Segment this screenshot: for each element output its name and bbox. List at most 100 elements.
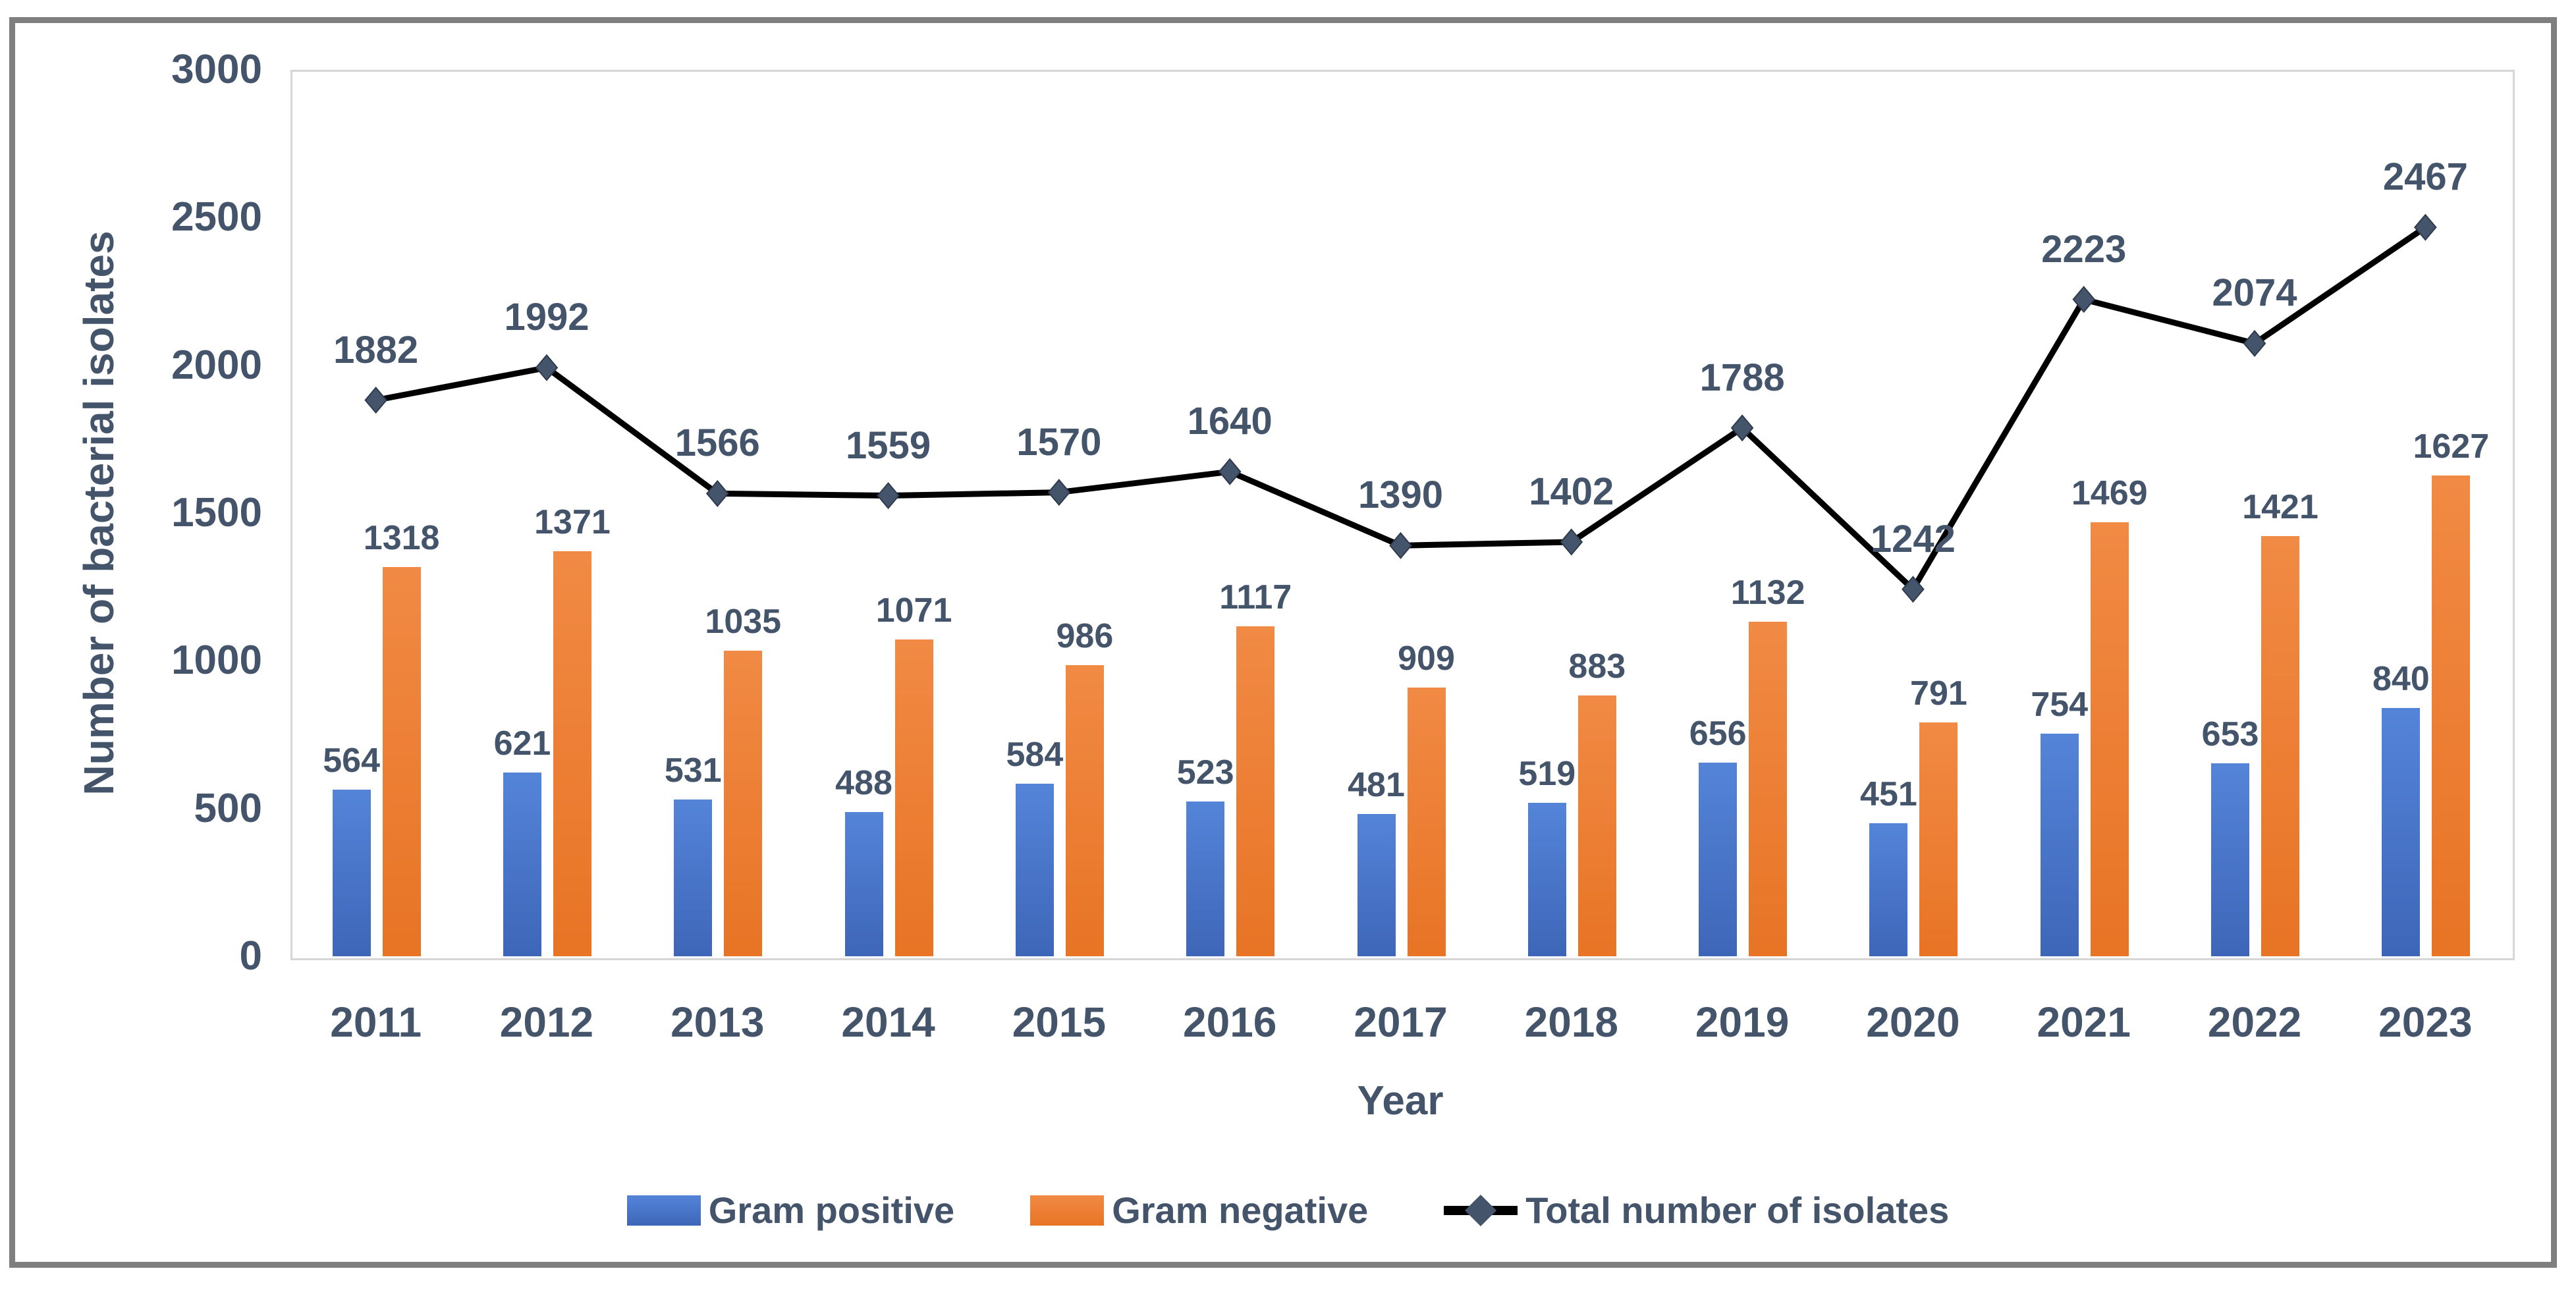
bar-gram-negative-value-label: 1421 (2242, 488, 2318, 527)
total-value-label: 2467 (2382, 155, 2468, 199)
bar-gram-negative (1919, 722, 1958, 956)
total-value-label: 1402 (1529, 470, 1614, 513)
total-value-label: 2223 (2041, 227, 2127, 271)
bar-gram-positive-value-label: 584 (1006, 735, 1064, 774)
legend-item-total: Total number of isolates (1444, 1187, 1949, 1234)
bar-gram-negative-value-label: 1132 (1730, 574, 1805, 612)
bar-gram-positive (1357, 814, 1396, 956)
bar-gram-positive (332, 789, 371, 956)
legend-label-gram-negative: Gram negative (1112, 1189, 1369, 1231)
legend-label-total: Total number of isolates (1525, 1189, 1950, 1231)
bar-gram-positive (503, 773, 541, 956)
y-tick-label: 2000 (171, 342, 262, 388)
bar-gram-positive (1527, 803, 1566, 956)
line-marker-diamond (535, 354, 559, 381)
bar-gram-positive-value-label: 621 (493, 724, 551, 763)
legend-item-gram-positive: Gram positive (626, 1187, 955, 1234)
line-marker-diamond (364, 387, 387, 414)
line-marker-diamond (705, 479, 729, 507)
line-marker-diamond (1902, 576, 1925, 603)
bar-gram-positive (1015, 783, 1054, 956)
bar-gram-positive-value-label: 656 (1689, 714, 1747, 753)
total-line-marker-icon (1444, 1194, 1518, 1227)
x-tick-label: 2015 (1012, 998, 1107, 1046)
y-tick-label: 2500 (171, 194, 262, 240)
bar-gram-positive-value-label: 451 (1860, 774, 1917, 813)
x-tick-label: 2011 (330, 998, 422, 1046)
y-tick-label: 1500 (171, 490, 262, 535)
bar-gram-positive (844, 812, 883, 956)
line-marker-diamond (1218, 458, 1242, 485)
bar-gram-negative-value-label: 1071 (875, 591, 952, 630)
bar-gram-negative (382, 566, 421, 956)
bar-gram-positive-value-label: 564 (323, 741, 381, 780)
bar-gram-positive-value-label: 840 (2372, 660, 2430, 699)
x-tick-label: 2012 (499, 998, 594, 1046)
bar-gram-positive-value-label: 754 (2031, 685, 2089, 724)
bar-gram-positive (2211, 763, 2250, 956)
x-tick-label: 2019 (1695, 998, 1790, 1046)
x-tick-label: 2023 (2378, 998, 2473, 1046)
line-marker-diamond (877, 481, 900, 510)
x-tick-label: 2021 (2037, 998, 2131, 1046)
total-value-label: 1570 (1016, 420, 1102, 464)
bar-gram-negative-value-label: 1117 (1219, 578, 1292, 616)
line-marker-diamond (1047, 479, 1071, 506)
gram-negative-swatch-icon (1030, 1195, 1105, 1226)
total-value-label: 1992 (504, 296, 589, 339)
line-marker-diamond (2072, 286, 2096, 313)
line-marker-diamond (1560, 528, 1583, 556)
bar-gram-negative (2261, 536, 2300, 956)
total-value-label: 1242 (1870, 517, 1956, 560)
total-value-label: 2074 (2212, 271, 2297, 315)
x-tick-label: 2017 (1354, 998, 1448, 1046)
legend-item-gram-negative: Gram negative (1030, 1187, 1368, 1234)
bar-gram-positive-value-label: 519 (1518, 755, 1576, 794)
line-marker-diamond (2414, 213, 2437, 241)
legend: Gram positive Gram negative Total number… (0, 1187, 2576, 1234)
bar-gram-negative-value-label: 1469 (2071, 474, 2148, 512)
bar-gram-negative (1407, 688, 1446, 956)
line-marker-diamond (1730, 414, 1754, 442)
bar-gram-positive (2382, 708, 2421, 956)
bar-gram-negative (1236, 626, 1275, 956)
bar-gram-positive (1186, 801, 1225, 956)
bar-gram-negative (553, 551, 591, 956)
bar-gram-negative-value-label: 1035 (705, 602, 782, 641)
bar-gram-negative-value-label: 1371 (534, 503, 611, 541)
total-value-label: 1559 (846, 423, 931, 467)
bar-gram-negative-value-label: 1318 (363, 518, 440, 557)
legend-label-gram-positive: Gram positive (708, 1189, 955, 1231)
bar-gram-positive-value-label: 523 (1176, 753, 1234, 792)
legend-diamond-icon (1465, 1194, 1497, 1227)
bar-gram-negative-value-label: 1627 (2413, 427, 2490, 466)
y-tick-label: 500 (194, 785, 262, 831)
bar-gram-negative-value-label: 909 (1398, 639, 1455, 678)
bar-gram-negative (1577, 695, 1616, 956)
y-tick-label: 3000 (171, 47, 262, 92)
plot-area (290, 70, 2515, 960)
bar-gram-positive (674, 799, 713, 956)
bar-gram-negative (2432, 475, 2471, 956)
total-value-label: 1640 (1187, 400, 1273, 443)
bar-gram-positive (1699, 762, 1738, 956)
bar-gram-positive-value-label: 653 (2201, 715, 2259, 754)
gram-positive-swatch-icon (626, 1195, 701, 1226)
bar-gram-negative-value-label: 883 (1568, 647, 1626, 686)
total-value-label: 1882 (333, 328, 419, 371)
bar-gram-positive (1869, 823, 1908, 956)
x-tick-label: 2013 (671, 998, 765, 1046)
bar-gram-negative-value-label: 986 (1056, 616, 1114, 655)
bar-gram-negative (1749, 622, 1788, 956)
bar-gram-positive-value-label: 488 (835, 764, 892, 803)
x-tick-label: 2020 (1866, 998, 1960, 1046)
x-tick-label: 2022 (2207, 998, 2302, 1046)
total-line-layer (364, 213, 2437, 603)
y-tick-label: 0 (239, 933, 262, 979)
x-tick-label: 2018 (1524, 998, 1618, 1046)
bar-gram-negative (724, 650, 763, 956)
bar-gram-negative-value-label: 791 (1910, 674, 1967, 713)
y-tick-label: 1000 (171, 638, 262, 684)
bar-gram-positive-value-label: 531 (664, 751, 722, 790)
